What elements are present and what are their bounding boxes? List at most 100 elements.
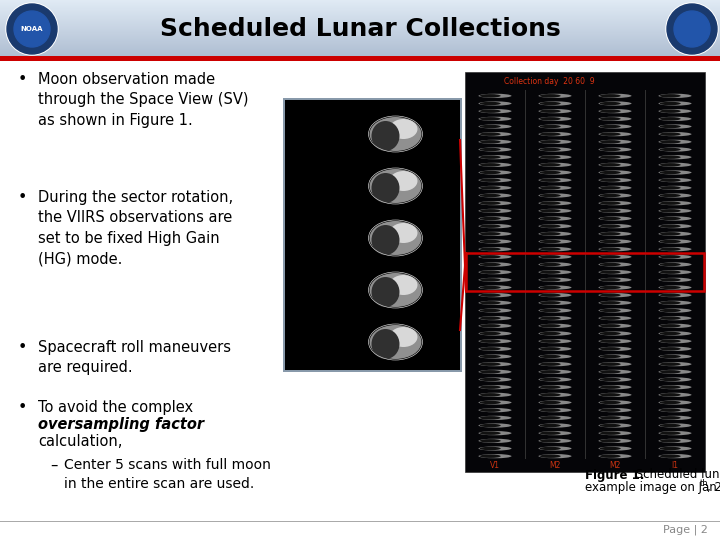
Ellipse shape: [480, 255, 500, 259]
Ellipse shape: [600, 156, 621, 159]
Ellipse shape: [598, 301, 631, 305]
Ellipse shape: [540, 132, 561, 136]
Ellipse shape: [598, 209, 631, 213]
Ellipse shape: [600, 408, 621, 412]
Ellipse shape: [540, 194, 561, 197]
Text: V1: V1: [490, 461, 500, 469]
Ellipse shape: [659, 339, 691, 343]
Ellipse shape: [540, 393, 561, 396]
Ellipse shape: [540, 370, 561, 374]
Ellipse shape: [479, 301, 511, 305]
Ellipse shape: [600, 362, 621, 366]
Ellipse shape: [369, 169, 421, 203]
Ellipse shape: [659, 447, 691, 450]
Ellipse shape: [540, 455, 561, 458]
Ellipse shape: [540, 156, 561, 159]
Ellipse shape: [540, 340, 561, 343]
Ellipse shape: [540, 362, 561, 366]
Ellipse shape: [659, 239, 691, 244]
Ellipse shape: [660, 293, 680, 297]
Ellipse shape: [600, 424, 621, 427]
Ellipse shape: [540, 110, 561, 113]
Ellipse shape: [598, 262, 631, 267]
Ellipse shape: [539, 339, 572, 343]
Ellipse shape: [480, 247, 500, 251]
Bar: [0, 11, 720, 12]
Circle shape: [6, 3, 58, 55]
Ellipse shape: [660, 194, 680, 197]
Ellipse shape: [659, 286, 691, 289]
Ellipse shape: [539, 147, 572, 152]
Bar: [0, 17, 720, 18]
Ellipse shape: [660, 286, 680, 289]
Ellipse shape: [479, 201, 511, 205]
Bar: [0, 18, 720, 19]
Bar: [0, 14, 720, 15]
Ellipse shape: [660, 156, 680, 159]
Ellipse shape: [539, 255, 572, 259]
Ellipse shape: [659, 224, 691, 228]
Ellipse shape: [598, 316, 631, 320]
Text: M2: M2: [609, 461, 621, 469]
Ellipse shape: [539, 155, 572, 159]
Ellipse shape: [479, 224, 511, 228]
Ellipse shape: [598, 308, 631, 313]
Bar: [0, 7, 720, 8]
Ellipse shape: [480, 393, 500, 396]
Ellipse shape: [659, 423, 691, 428]
Bar: [0, 52, 720, 53]
Ellipse shape: [480, 148, 500, 151]
Ellipse shape: [600, 455, 621, 458]
Ellipse shape: [660, 163, 680, 166]
Ellipse shape: [659, 171, 691, 174]
Ellipse shape: [540, 125, 561, 128]
Ellipse shape: [600, 293, 621, 297]
Ellipse shape: [598, 286, 631, 289]
Bar: [0, 35, 720, 36]
Ellipse shape: [479, 278, 511, 282]
Bar: [0, 32, 720, 33]
Ellipse shape: [539, 278, 572, 282]
Ellipse shape: [660, 148, 680, 151]
Ellipse shape: [539, 286, 572, 289]
Ellipse shape: [600, 209, 621, 213]
Ellipse shape: [539, 393, 572, 397]
Ellipse shape: [600, 148, 621, 151]
Bar: [0, 27, 720, 28]
Ellipse shape: [598, 109, 631, 113]
Ellipse shape: [598, 431, 631, 435]
Ellipse shape: [540, 255, 561, 259]
Ellipse shape: [660, 225, 680, 228]
Bar: [0, 0, 720, 1]
Ellipse shape: [540, 416, 561, 420]
Bar: [0, 13, 720, 14]
Ellipse shape: [600, 286, 621, 289]
Ellipse shape: [598, 400, 631, 404]
Bar: [0, 46, 720, 47]
Ellipse shape: [660, 362, 680, 366]
Text: M2: M2: [549, 461, 561, 469]
Ellipse shape: [540, 424, 561, 427]
Ellipse shape: [600, 94, 621, 98]
Ellipse shape: [479, 339, 511, 343]
Text: Moon observation made
through the Space View (SV)
as shown in Figure 1.: Moon observation made through the Space …: [38, 72, 248, 128]
Ellipse shape: [598, 255, 631, 259]
Ellipse shape: [539, 209, 572, 213]
Ellipse shape: [539, 94, 572, 98]
Ellipse shape: [540, 225, 561, 228]
Ellipse shape: [480, 316, 500, 320]
Ellipse shape: [539, 447, 572, 450]
Ellipse shape: [480, 286, 500, 289]
Ellipse shape: [598, 224, 631, 228]
Ellipse shape: [598, 393, 631, 397]
Ellipse shape: [600, 393, 621, 396]
Ellipse shape: [660, 186, 680, 190]
Ellipse shape: [660, 247, 680, 251]
Text: –: –: [50, 458, 58, 473]
Ellipse shape: [479, 239, 511, 244]
Ellipse shape: [539, 109, 572, 113]
Ellipse shape: [659, 416, 691, 420]
Ellipse shape: [540, 94, 561, 98]
Ellipse shape: [659, 124, 691, 129]
Ellipse shape: [480, 232, 500, 235]
